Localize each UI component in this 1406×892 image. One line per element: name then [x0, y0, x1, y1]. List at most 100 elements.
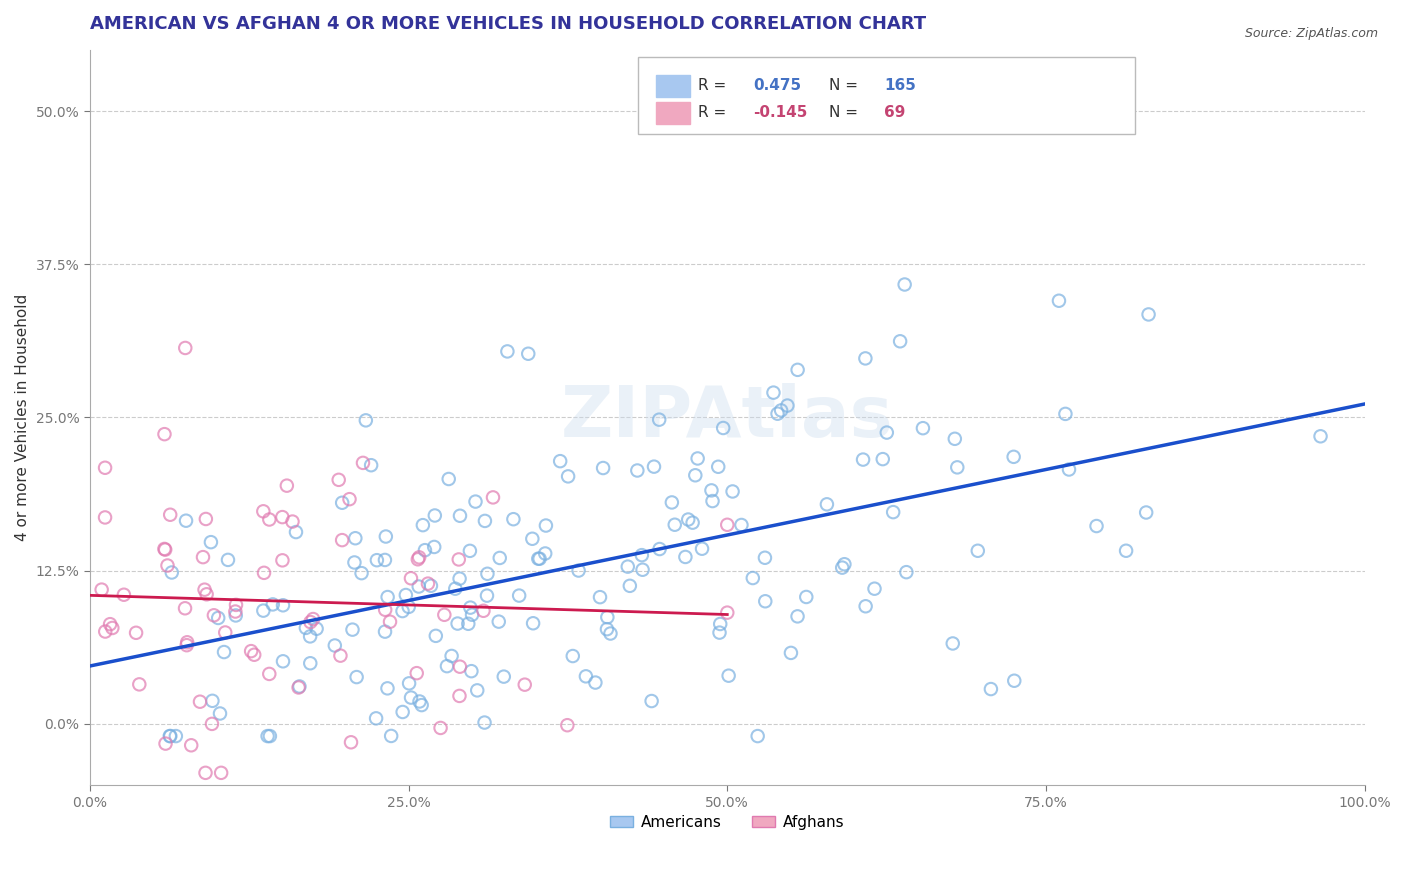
- Americans: [942, 636, 965, 650]
- Afghans: [243, 648, 266, 662]
- Americans: [980, 681, 1002, 696]
- FancyBboxPatch shape: [655, 75, 690, 97]
- Americans: [366, 553, 388, 567]
- Afghans: [209, 765, 232, 780]
- Americans: [474, 715, 496, 730]
- Americans: [863, 582, 886, 596]
- Afghans: [240, 644, 263, 658]
- Americans: [201, 694, 224, 708]
- Americans: [174, 514, 197, 528]
- Americans: [457, 616, 479, 631]
- Text: ZIPAtlas: ZIPAtlas: [561, 383, 894, 452]
- Americans: [449, 508, 471, 523]
- Afghans: [188, 695, 211, 709]
- Americans: [207, 611, 229, 625]
- Afghans: [94, 510, 117, 524]
- Text: -0.145: -0.145: [752, 105, 807, 120]
- Americans: [1002, 673, 1025, 688]
- Americans: [413, 543, 436, 558]
- Text: 69: 69: [884, 105, 905, 120]
- Afghans: [716, 517, 738, 532]
- Afghans: [302, 612, 325, 626]
- Afghans: [214, 625, 236, 640]
- FancyBboxPatch shape: [655, 102, 690, 124]
- Afghans: [276, 478, 298, 492]
- Afghans: [193, 582, 215, 597]
- Americans: [374, 529, 396, 543]
- Americans: [423, 540, 446, 554]
- Afghans: [339, 492, 361, 507]
- Americans: [364, 711, 387, 725]
- Americans: [522, 616, 544, 631]
- Americans: [1002, 450, 1025, 464]
- Americans: [599, 626, 621, 640]
- Americans: [496, 344, 519, 359]
- Americans: [477, 566, 499, 581]
- Americans: [460, 600, 482, 615]
- Afghans: [153, 542, 176, 557]
- Americans: [893, 277, 915, 292]
- Americans: [872, 452, 894, 467]
- Americans: [529, 551, 551, 566]
- Americans: [488, 551, 510, 566]
- Americans: [717, 668, 740, 682]
- Americans: [217, 553, 239, 567]
- Americans: [640, 694, 662, 708]
- Afghans: [429, 721, 451, 735]
- Americans: [631, 563, 654, 577]
- Americans: [399, 690, 422, 705]
- Americans: [374, 553, 396, 567]
- Americans: [492, 670, 515, 684]
- Americans: [619, 579, 641, 593]
- Americans: [855, 599, 877, 614]
- Americans: [346, 670, 368, 684]
- Text: R =: R =: [697, 105, 731, 120]
- Americans: [896, 565, 918, 579]
- Americans: [548, 454, 571, 468]
- Americans: [776, 399, 799, 413]
- Afghans: [201, 717, 224, 731]
- Afghans: [449, 689, 471, 703]
- Americans: [592, 461, 614, 475]
- Americans: [682, 516, 704, 530]
- Afghans: [94, 624, 117, 639]
- Americans: [343, 556, 366, 570]
- Afghans: [224, 605, 246, 619]
- Americans: [465, 683, 488, 698]
- Afghans: [112, 588, 135, 602]
- Americans: [271, 599, 294, 613]
- Afghans: [271, 553, 294, 567]
- Americans: [200, 535, 222, 549]
- Americans: [508, 589, 530, 603]
- Americans: [377, 590, 399, 604]
- Americans: [711, 421, 734, 435]
- Americans: [589, 590, 612, 604]
- FancyBboxPatch shape: [638, 57, 1135, 135]
- Afghans: [340, 735, 363, 749]
- Americans: [583, 675, 606, 690]
- Afghans: [433, 607, 456, 622]
- Americans: [754, 594, 776, 608]
- Americans: [561, 648, 583, 663]
- Americans: [754, 550, 776, 565]
- Americans: [882, 505, 904, 519]
- Americans: [436, 659, 458, 673]
- Americans: [522, 532, 544, 546]
- Afghans: [101, 621, 124, 635]
- Afghans: [449, 659, 471, 673]
- Afghans: [328, 473, 350, 487]
- Americans: [685, 468, 707, 483]
- Americans: [741, 571, 763, 585]
- Americans: [159, 729, 181, 743]
- Americans: [1054, 407, 1077, 421]
- Americans: [616, 559, 638, 574]
- Afghans: [405, 666, 427, 681]
- Americans: [664, 517, 686, 532]
- Americans: [285, 524, 308, 539]
- Americans: [256, 729, 278, 743]
- Text: R =: R =: [697, 78, 731, 93]
- Americans: [702, 494, 724, 508]
- Afghans: [399, 571, 422, 585]
- Afghans: [252, 504, 274, 518]
- Afghans: [472, 604, 495, 618]
